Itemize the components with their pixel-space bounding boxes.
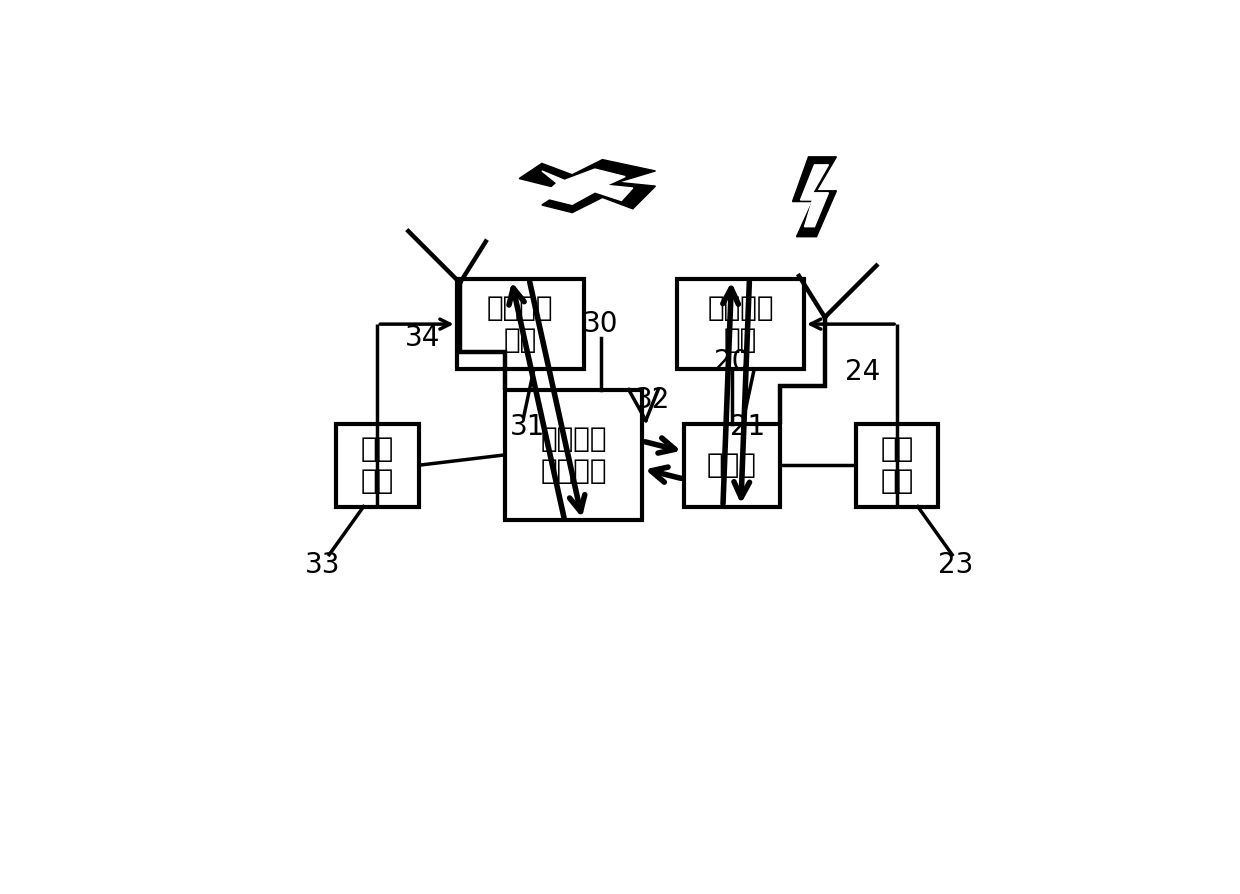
Text: 32: 32 [635,386,671,414]
Text: 34: 34 [404,324,440,352]
Text: 数据处理
中心: 数据处理 中心 [487,294,553,354]
Text: 24: 24 [844,358,880,386]
Polygon shape [792,156,837,237]
Bar [505,390,642,520]
Bar [677,279,805,369]
Text: 数据处理
中心: 数据处理 中心 [707,294,774,354]
Text: 内存
单元: 内存 单元 [361,435,394,495]
Text: 23: 23 [937,551,973,579]
Text: 内存
单元: 内存 单元 [880,435,914,495]
Polygon shape [801,164,828,227]
Bar [336,424,419,507]
Polygon shape [542,169,632,204]
Text: 代工厂: 代工厂 [707,451,756,479]
Text: 30: 30 [583,310,619,338]
Bar [456,279,584,369]
Text: 21: 21 [729,413,765,442]
Bar [856,424,939,507]
Text: 33: 33 [305,551,340,579]
Text: 20: 20 [714,348,749,376]
Polygon shape [520,160,656,213]
Bar [683,424,780,507]
Text: 31: 31 [510,413,544,442]
Text: 集成电路
设计公司: 集成电路 设计公司 [541,425,606,485]
